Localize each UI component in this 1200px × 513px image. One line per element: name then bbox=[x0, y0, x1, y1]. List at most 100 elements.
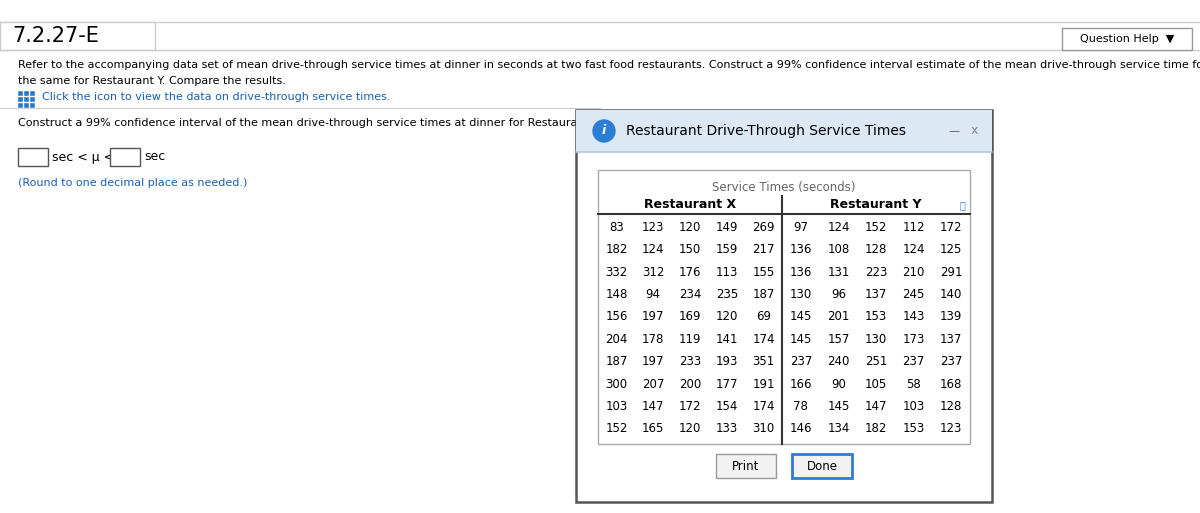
Text: 182: 182 bbox=[605, 243, 628, 256]
Text: Question Help  ▼: Question Help ▼ bbox=[1080, 34, 1174, 44]
Text: 139: 139 bbox=[940, 310, 962, 323]
FancyBboxPatch shape bbox=[792, 454, 852, 478]
Text: 133: 133 bbox=[715, 422, 738, 436]
FancyBboxPatch shape bbox=[24, 103, 29, 108]
Text: 178: 178 bbox=[642, 333, 665, 346]
FancyBboxPatch shape bbox=[1062, 28, 1192, 50]
Text: 94: 94 bbox=[646, 288, 661, 301]
Text: 237: 237 bbox=[902, 355, 925, 368]
FancyBboxPatch shape bbox=[24, 97, 29, 102]
Text: 210: 210 bbox=[902, 266, 925, 279]
Text: 234: 234 bbox=[679, 288, 701, 301]
Text: 177: 177 bbox=[715, 378, 738, 390]
Text: 269: 269 bbox=[752, 221, 775, 234]
Text: i: i bbox=[602, 125, 606, 137]
Text: 124: 124 bbox=[902, 243, 925, 256]
Text: 207: 207 bbox=[642, 378, 665, 390]
Text: 237: 237 bbox=[790, 355, 812, 368]
Text: 176: 176 bbox=[679, 266, 701, 279]
Text: 172: 172 bbox=[940, 221, 962, 234]
Text: 332: 332 bbox=[605, 266, 628, 279]
Text: Service Times (seconds): Service Times (seconds) bbox=[713, 182, 856, 194]
Text: 141: 141 bbox=[715, 333, 738, 346]
Text: 90: 90 bbox=[832, 378, 846, 390]
Text: 123: 123 bbox=[940, 422, 962, 436]
Text: 233: 233 bbox=[679, 355, 701, 368]
Text: 153: 153 bbox=[865, 310, 887, 323]
Text: 103: 103 bbox=[902, 400, 925, 413]
Text: 69: 69 bbox=[756, 310, 772, 323]
FancyBboxPatch shape bbox=[576, 110, 992, 502]
Text: 145: 145 bbox=[790, 333, 812, 346]
Text: Restaurant Drive-Through Service Times: Restaurant Drive-Through Service Times bbox=[626, 124, 906, 138]
Text: 204: 204 bbox=[605, 333, 628, 346]
Text: 120: 120 bbox=[679, 221, 701, 234]
Text: 124: 124 bbox=[642, 243, 665, 256]
Text: 159: 159 bbox=[715, 243, 738, 256]
Text: 251: 251 bbox=[865, 355, 887, 368]
Text: 97: 97 bbox=[793, 221, 809, 234]
Text: 351: 351 bbox=[752, 355, 775, 368]
Text: 152: 152 bbox=[605, 422, 628, 436]
Text: 96: 96 bbox=[830, 288, 846, 301]
Text: sec < μ <: sec < μ < bbox=[52, 150, 114, 164]
Text: 197: 197 bbox=[642, 310, 665, 323]
Text: 131: 131 bbox=[827, 266, 850, 279]
Text: 154: 154 bbox=[715, 400, 738, 413]
Text: 157: 157 bbox=[827, 333, 850, 346]
Text: 187: 187 bbox=[752, 288, 775, 301]
Text: 182: 182 bbox=[865, 422, 887, 436]
Text: 147: 147 bbox=[642, 400, 665, 413]
Text: 128: 128 bbox=[940, 400, 962, 413]
Text: Print: Print bbox=[732, 460, 760, 472]
Text: 153: 153 bbox=[902, 422, 925, 436]
Text: 136: 136 bbox=[790, 266, 812, 279]
Text: 187: 187 bbox=[605, 355, 628, 368]
Text: 146: 146 bbox=[790, 422, 812, 436]
Text: 168: 168 bbox=[940, 378, 962, 390]
Text: 136: 136 bbox=[790, 243, 812, 256]
Text: 169: 169 bbox=[679, 310, 701, 323]
Text: 291: 291 bbox=[940, 266, 962, 279]
Text: 235: 235 bbox=[715, 288, 738, 301]
Text: 137: 137 bbox=[940, 333, 962, 346]
Text: 217: 217 bbox=[752, 243, 775, 256]
Text: Done: Done bbox=[806, 460, 838, 472]
Text: 310: 310 bbox=[752, 422, 775, 436]
Text: 103: 103 bbox=[605, 400, 628, 413]
Text: the same for Restaurant Y. Compare the results.: the same for Restaurant Y. Compare the r… bbox=[18, 76, 286, 86]
FancyBboxPatch shape bbox=[18, 148, 48, 166]
FancyBboxPatch shape bbox=[576, 110, 992, 152]
Text: 128: 128 bbox=[865, 243, 887, 256]
FancyBboxPatch shape bbox=[30, 91, 35, 96]
Text: 58: 58 bbox=[906, 378, 922, 390]
Text: 172: 172 bbox=[679, 400, 701, 413]
FancyBboxPatch shape bbox=[0, 22, 155, 50]
Text: 193: 193 bbox=[715, 355, 738, 368]
Text: Refer to the accompanying data set of mean drive-through service times at dinner: Refer to the accompanying data set of me… bbox=[18, 60, 1200, 70]
Text: 156: 156 bbox=[605, 310, 628, 323]
FancyBboxPatch shape bbox=[30, 103, 35, 108]
Text: 125: 125 bbox=[940, 243, 962, 256]
Text: 120: 120 bbox=[679, 422, 701, 436]
Text: Restaurant Y: Restaurant Y bbox=[830, 199, 922, 211]
Text: 300: 300 bbox=[605, 378, 628, 390]
FancyBboxPatch shape bbox=[18, 97, 23, 102]
Text: Click the icon to view the data on drive-through service times.: Click the icon to view the data on drive… bbox=[42, 92, 390, 102]
Text: 197: 197 bbox=[642, 355, 665, 368]
Text: 83: 83 bbox=[610, 221, 624, 234]
Text: 173: 173 bbox=[902, 333, 925, 346]
Text: 201: 201 bbox=[827, 310, 850, 323]
Text: 105: 105 bbox=[865, 378, 887, 390]
Text: 130: 130 bbox=[865, 333, 887, 346]
Text: 143: 143 bbox=[902, 310, 925, 323]
Text: 150: 150 bbox=[679, 243, 701, 256]
Circle shape bbox=[593, 120, 616, 142]
Text: x: x bbox=[971, 125, 978, 137]
FancyBboxPatch shape bbox=[24, 91, 29, 96]
Text: —: — bbox=[948, 126, 960, 136]
Text: 145: 145 bbox=[790, 310, 812, 323]
Text: 166: 166 bbox=[790, 378, 812, 390]
FancyBboxPatch shape bbox=[716, 454, 776, 478]
Text: 124: 124 bbox=[827, 221, 850, 234]
